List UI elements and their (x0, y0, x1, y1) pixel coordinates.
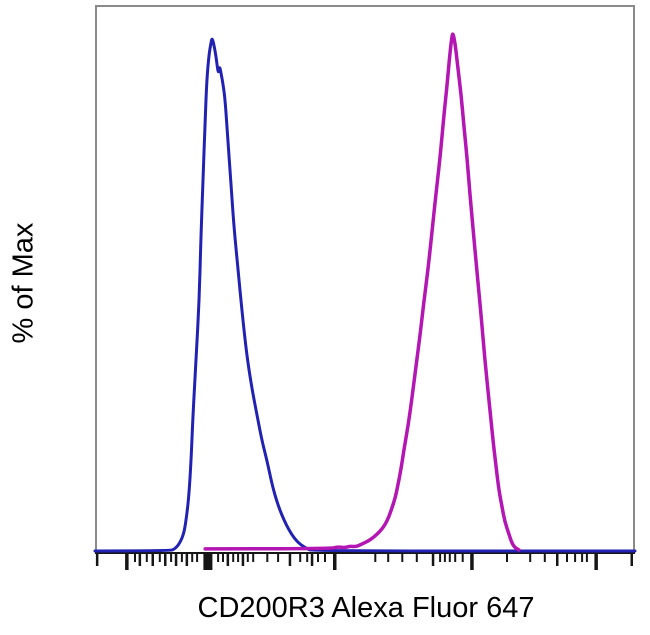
x-axis-tick (415, 554, 418, 562)
x-axis-tick (196, 554, 199, 562)
x-axis-tick (266, 554, 269, 562)
x-axis-tick (125, 554, 129, 570)
x-axis-tick (138, 554, 142, 566)
x-axis-tick (387, 554, 390, 562)
x-axis-tick (448, 554, 451, 562)
x-axis-tick (277, 554, 280, 562)
x-axis-tick (543, 554, 546, 562)
x-axis-tick (232, 554, 235, 562)
x-axis-tick (185, 554, 189, 566)
x-axis-tick (470, 554, 474, 570)
x-axis-tick (454, 554, 457, 562)
x-axis-tick (95, 554, 99, 566)
x-axis-tick (529, 554, 532, 562)
x-axis-tick (594, 554, 598, 570)
x-axis-tick (439, 554, 442, 562)
x-axis-tick (191, 554, 194, 562)
x-axis-tick (222, 554, 224, 562)
x-axis-tick (324, 554, 326, 562)
x-axis-tick (252, 554, 255, 562)
magenta-histogram-curve (203, 32, 521, 552)
x-axis-tick (288, 554, 292, 566)
x-axis-tick (333, 554, 337, 570)
histogram-plot-area (93, 32, 637, 570)
x-axis-tick (506, 554, 508, 562)
y-axis-label: % of Max (7, 222, 40, 344)
plot-frame (95, 5, 635, 553)
x-axis-tick (174, 554, 178, 566)
x-axis-tick (180, 554, 183, 562)
x-axis-tick (585, 554, 588, 562)
x-axis-tick (203, 554, 213, 570)
x-axis-label: CD200R3 Alexa Fluor 647 (197, 592, 535, 624)
x-axis-tick (151, 554, 154, 566)
x-axis-tick (145, 554, 148, 562)
x-axis-tick (237, 554, 240, 562)
x-axis-tick (374, 554, 377, 562)
x-axis-tick (566, 554, 568, 562)
x-axis-tick (317, 554, 319, 562)
x-axis-tick (574, 554, 577, 562)
x-axis-tick (443, 554, 446, 562)
x-axis-tick (246, 554, 249, 562)
x-axis-tick (556, 554, 559, 566)
x-axis-tick (306, 554, 309, 562)
x-axis-tick (158, 554, 161, 562)
x-axis-tick (581, 554, 584, 562)
x-axis-tick (217, 554, 220, 562)
x-axis-tick (310, 554, 314, 566)
x-axis-tick (630, 554, 633, 566)
x-axis-tick (299, 554, 302, 562)
x-axis-tick (461, 554, 464, 562)
x-axis-tick (241, 554, 245, 566)
x-axis-tick (164, 554, 167, 566)
x-axis-tick (226, 554, 230, 566)
x-axis-tick (170, 554, 173, 562)
blue-histogram-curve (93, 37, 637, 553)
x-axis-tick (431, 554, 435, 566)
x-axis-tick (134, 554, 136, 562)
x-axis-tick (401, 554, 404, 562)
